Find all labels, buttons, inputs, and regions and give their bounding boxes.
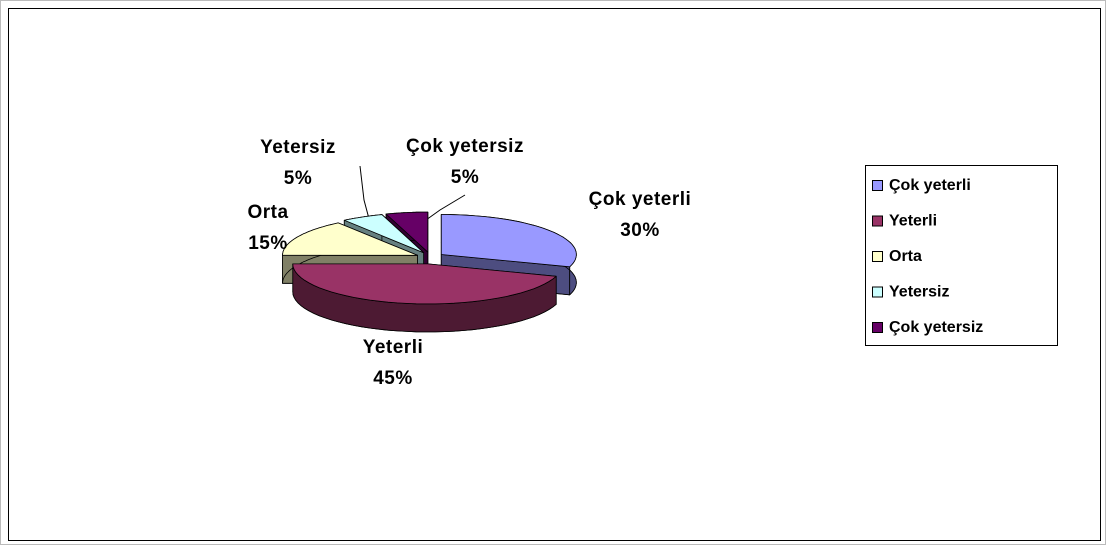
data-label-value: 5%	[284, 168, 312, 189]
data-label-name: Orta	[247, 202, 288, 223]
data-label-name: Yetersiz	[260, 137, 336, 158]
data-label-value: 30%	[620, 220, 660, 241]
legend-label: Çok yeterli	[889, 177, 971, 194]
data-label-value: 15%	[248, 233, 288, 254]
legend-box	[865, 165, 1058, 346]
slice-top	[385, 211, 429, 253]
slice-top	[343, 214, 425, 254]
slice-top	[440, 214, 577, 268]
pie-slice	[292, 263, 557, 333]
data-label-value: 5%	[451, 167, 479, 188]
data-label-name: Çok yetersiz	[406, 136, 524, 157]
legend-swatch	[872, 180, 883, 191]
legend-label: Yetersiz	[889, 284, 949, 301]
slice-top	[282, 222, 418, 256]
slice-top	[292, 263, 557, 305]
data-label-name: Çok yeterli	[589, 189, 692, 210]
legend-swatch	[872, 322, 883, 333]
data-label-name: Yeterli	[363, 337, 424, 358]
legend-label: Orta	[889, 248, 922, 265]
legend-swatch	[872, 286, 883, 298]
legend-swatch	[872, 215, 883, 227]
legend-label: Yeterli	[889, 213, 937, 230]
data-label-value: 45%	[373, 368, 413, 389]
legend-label: Çok yetersiz	[889, 319, 983, 336]
legend-swatch	[872, 251, 883, 262]
